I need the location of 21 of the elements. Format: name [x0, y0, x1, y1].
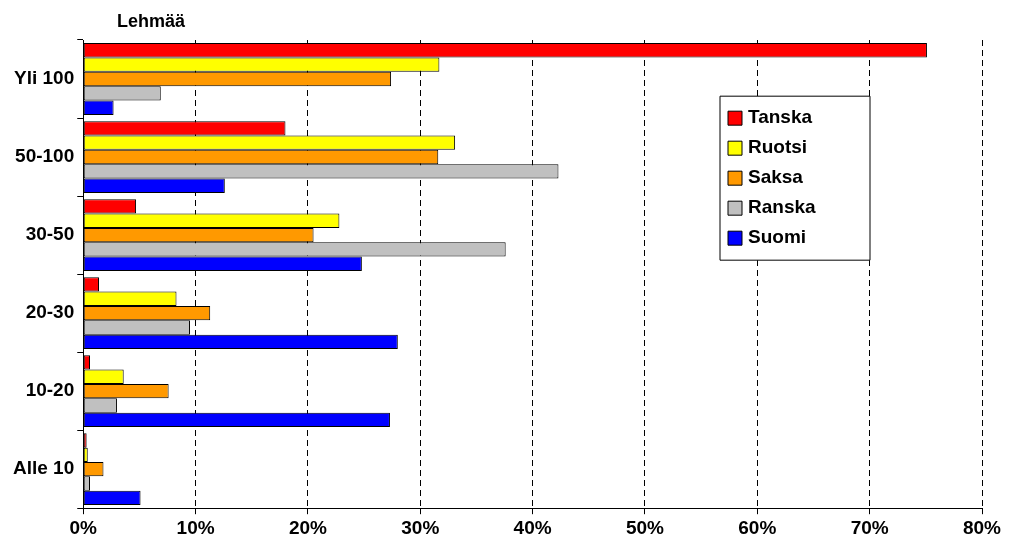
legend-label: Ranska: [748, 196, 817, 218]
y-tick-label: 30-50: [25, 223, 75, 245]
legend-label: Suomi: [748, 226, 807, 248]
x-tick-label: 70%: [850, 516, 889, 538]
x-tick-label: 10%: [176, 516, 215, 538]
legend-label: Ruotsi: [748, 136, 808, 158]
legend-label: Saksa: [748, 166, 804, 188]
y-tick-label: Yli 100: [14, 67, 75, 89]
x-tick-label: 20%: [288, 516, 328, 538]
legend-label: Tanska: [748, 106, 813, 128]
x-tick-label: 30%: [401, 516, 440, 538]
x-tick-label: 60%: [738, 516, 777, 538]
y-tick-label: Alle 10: [12, 457, 75, 479]
y-axis-title: Lehmää: [117, 10, 187, 31]
y-tick-label: 50-100: [15, 145, 75, 167]
y-tick-label: 10-20: [25, 379, 75, 401]
x-tick-label: 0%: [69, 516, 98, 538]
x-tick-label: 80%: [962, 516, 1002, 538]
x-tick-label: 40%: [513, 516, 552, 538]
x-tick-label: 50%: [625, 516, 665, 538]
y-tick-label: 20-30: [25, 301, 75, 323]
